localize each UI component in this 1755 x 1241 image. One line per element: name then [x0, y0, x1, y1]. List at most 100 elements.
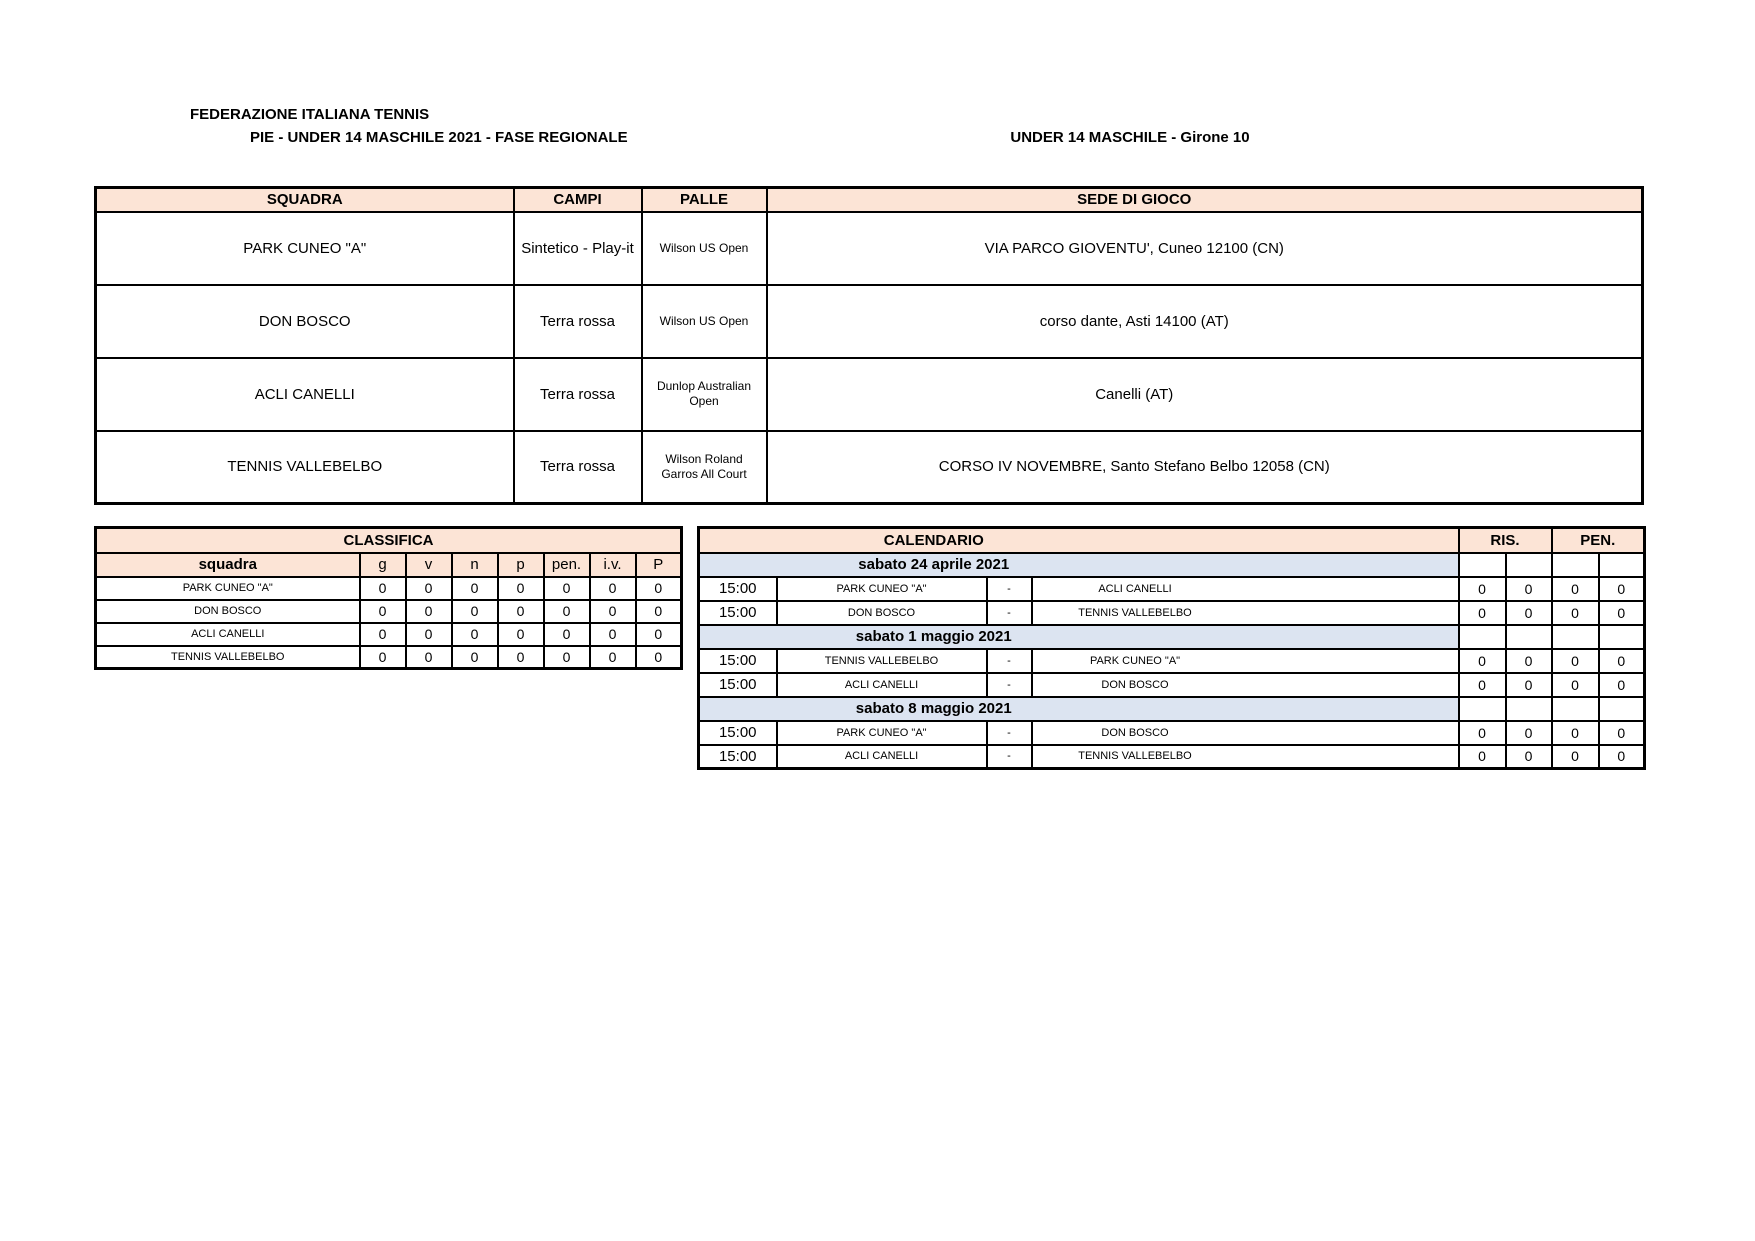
- classifica-col-squadra: squadra: [94, 551, 361, 578]
- team-sede-cell: VIA PARCO GIOVENTU', Cuneo 12100 (CN): [765, 210, 1644, 286]
- ris-cell: 0: [1457, 647, 1507, 674]
- pen-cell: 0: [1550, 743, 1600, 770]
- team-campi-cell: Terra rossa: [512, 283, 643, 359]
- team-palle-cell: Wilson US Open: [640, 210, 768, 286]
- stat-cell: 0: [404, 575, 453, 601]
- team-name-cell: TENNIS VALLEBELBO: [94, 429, 515, 505]
- matchday-row: sabato 8 maggio 2021: [697, 695, 1646, 722]
- match-row: 15:00 DON BOSCO - TENNIS VALLEBELBO 0 0 …: [697, 599, 1646, 626]
- classifica-row: TENNIS VALLEBELBO 0 0 0 0 0 0 0: [94, 644, 683, 670]
- classifica-col-p: p: [496, 551, 545, 578]
- stat-cell: 0: [404, 598, 453, 624]
- col-header-campi: CAMPI: [512, 186, 643, 213]
- stat-cell: 0: [588, 644, 637, 670]
- match-separator: -: [985, 671, 1033, 698]
- pen-cell: [1550, 695, 1600, 722]
- pen-header: PEN.: [1550, 526, 1646, 554]
- classifica-team-cell: PARK CUNEO "A": [94, 575, 361, 601]
- classifica-header-row: squadra g v n p pen. i.v. P: [94, 551, 683, 578]
- pen-cell: [1550, 551, 1600, 578]
- match-row: 15:00 TENNIS VALLEBELBO - PARK CUNEO "A"…: [697, 647, 1646, 674]
- classifica-team-cell: TENNIS VALLEBELBO: [94, 644, 361, 670]
- match-time: 15:00: [697, 647, 778, 674]
- match-row: 15:00 PARK CUNEO "A" - DON BOSCO 0 0 0 0: [697, 719, 1646, 746]
- girone-title: UNDER 14 MASCHILE - Girone 10: [1010, 129, 1250, 146]
- ris-cell: 0: [1457, 719, 1507, 746]
- match-separator: -: [985, 575, 1033, 602]
- stat-cell: 0: [634, 621, 683, 647]
- stat-cell: 0: [588, 598, 637, 624]
- stat-cell: 0: [404, 621, 453, 647]
- classifica-col-P: P: [634, 551, 683, 578]
- classifica-team-cell: ACLI CANELLI: [94, 621, 361, 647]
- team-row: DON BOSCO Terra rossa Wilson US Open cor…: [94, 283, 1644, 359]
- matchday-date: sabato 8 maggio 2021: [697, 695, 1460, 722]
- match-time: 15:00: [697, 719, 778, 746]
- stat-cell: 0: [542, 598, 591, 624]
- match-separator: -: [985, 719, 1033, 746]
- stat-cell: 0: [588, 575, 637, 601]
- ris-cell: 0: [1457, 743, 1507, 770]
- team-sede-cell: CORSO IV NOVEMBRE, Santo Stefano Belbo 1…: [765, 429, 1644, 505]
- stat-cell: 0: [634, 644, 683, 670]
- match-home: DON BOSCO: [775, 599, 988, 626]
- competition-title: PIE - UNDER 14 MASCHILE 2021 - FASE REGI…: [250, 129, 628, 146]
- classifica-col-g: g: [358, 551, 407, 578]
- team-palle-cell: Dunlop Australian Open: [640, 356, 768, 432]
- pen-cell: 0: [1550, 575, 1600, 602]
- team-row: ACLI CANELLI Terra rossa Dunlop Australi…: [94, 356, 1644, 432]
- classifica-table: CLASSIFICA squadra g v n p pen. i.v. P P…: [94, 526, 683, 670]
- match-away: DON BOSCO: [1030, 671, 1460, 698]
- stat-cell: 0: [358, 644, 407, 670]
- pen-cell: 0: [1597, 671, 1646, 698]
- stat-cell: 0: [634, 598, 683, 624]
- ris-cell: 0: [1504, 719, 1553, 746]
- stat-cell: 0: [496, 575, 545, 601]
- classifica-col-v: v: [404, 551, 453, 578]
- matchday-date: sabato 24 aprile 2021: [697, 551, 1460, 578]
- ris-cell: 0: [1504, 743, 1553, 770]
- classifica-row: PARK CUNEO "A" 0 0 0 0 0 0 0: [94, 575, 683, 601]
- teams-table: SQUADRA CAMPI PALLE SEDE DI GIOCO PARK C…: [94, 186, 1644, 505]
- stat-cell: 0: [542, 575, 591, 601]
- stat-cell: 0: [542, 621, 591, 647]
- team-row: PARK CUNEO "A" Sintetico - Play-it Wilso…: [94, 210, 1644, 286]
- pen-cell: [1550, 623, 1600, 650]
- match-row: 15:00 PARK CUNEO "A" - ACLI CANELLI 0 0 …: [697, 575, 1646, 602]
- classifica-col-pen: pen.: [542, 551, 591, 578]
- team-sede-cell: Canelli (AT): [765, 356, 1644, 432]
- ris-cell: 0: [1504, 671, 1553, 698]
- stat-cell: 0: [588, 621, 637, 647]
- classifica-row: ACLI CANELLI 0 0 0 0 0 0 0: [94, 621, 683, 647]
- match-home: PARK CUNEO "A": [775, 575, 988, 602]
- match-separator: -: [985, 647, 1033, 674]
- federation-title: FEDERAZIONE ITALIANA TENNIS: [190, 106, 430, 123]
- ris-cell: [1457, 551, 1507, 578]
- team-palle-cell: Wilson US Open: [640, 283, 768, 359]
- match-away: TENNIS VALLEBELBO: [1030, 599, 1460, 626]
- team-sede-cell: corso dante, Asti 14100 (AT): [765, 283, 1644, 359]
- ris-cell: 0: [1504, 575, 1553, 602]
- team-name-cell: ACLI CANELLI: [94, 356, 515, 432]
- matchday-date: sabato 1 maggio 2021: [697, 623, 1460, 650]
- pen-cell: 0: [1550, 719, 1600, 746]
- stat-cell: 0: [450, 575, 499, 601]
- stat-cell: 0: [450, 621, 499, 647]
- ris-cell: 0: [1457, 599, 1507, 626]
- stat-cell: 0: [634, 575, 683, 601]
- pen-cell: 0: [1597, 599, 1646, 626]
- teams-table-header-row: SQUADRA CAMPI PALLE SEDE DI GIOCO: [94, 186, 1644, 213]
- team-campi-cell: Terra rossa: [512, 356, 643, 432]
- col-header-sede: SEDE DI GIOCO: [765, 186, 1644, 213]
- col-header-squadra: SQUADRA: [94, 186, 515, 213]
- match-row: 15:00 ACLI CANELLI - TENNIS VALLEBELBO 0…: [697, 743, 1646, 770]
- match-time: 15:00: [697, 575, 778, 602]
- stat-cell: 0: [496, 644, 545, 670]
- stat-cell: 0: [358, 621, 407, 647]
- ris-cell: 0: [1457, 671, 1507, 698]
- match-row: 15:00 ACLI CANELLI - DON BOSCO 0 0 0 0: [697, 671, 1646, 698]
- classifica-col-iv: i.v.: [588, 551, 637, 578]
- stat-cell: 0: [404, 644, 453, 670]
- match-separator: -: [985, 599, 1033, 626]
- pen-cell: 0: [1597, 743, 1646, 770]
